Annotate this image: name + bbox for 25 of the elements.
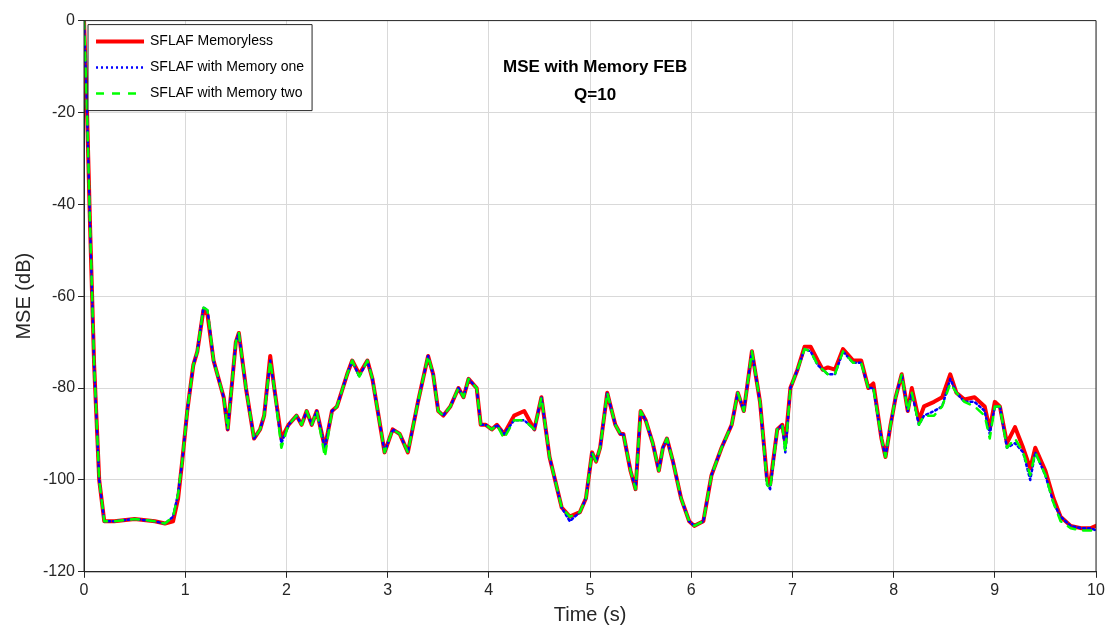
x-tick-label: 2 [281, 580, 291, 598]
x-tick-label: 5 [585, 580, 595, 598]
legend-label: SFLAF with Memory one [150, 58, 305, 75]
y-tick-label: -80 [51, 378, 76, 396]
y-axis-title: MSE (dB) [11, 252, 34, 340]
x-tick-label: 1 [180, 580, 190, 598]
y-tick-label: -120 [42, 562, 76, 580]
y-tick-label: -60 [51, 286, 76, 304]
y-tick-label: -20 [51, 102, 76, 120]
x-tick-label: 10 [1087, 580, 1105, 598]
x-tick-label: 0 [79, 580, 89, 598]
text: Q=10 [574, 84, 617, 104]
x-tick-label: 6 [686, 580, 696, 598]
y-tick-label: 0 [66, 11, 76, 29]
x-tick-label: 3 [383, 580, 393, 598]
y-tick-label: -40 [51, 194, 76, 212]
x-tick-label: 9 [990, 580, 1000, 598]
x-tick-label: 4 [484, 580, 494, 598]
text: MSE with Memory FEB [502, 56, 688, 76]
x-axis-title: Time (s) [553, 602, 627, 625]
y-tick-label: -100 [42, 470, 76, 488]
legend-label: SFLAF Memoryless [150, 32, 273, 49]
legend-label: SFLAF with Memory two [150, 84, 303, 101]
x-tick-label: 7 [787, 580, 797, 598]
x-tick-label: 8 [889, 580, 899, 598]
